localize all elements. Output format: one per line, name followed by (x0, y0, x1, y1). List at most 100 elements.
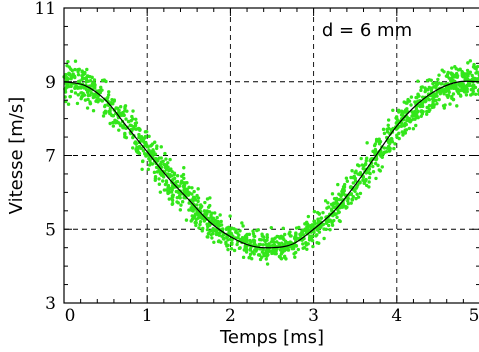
scatter-point (342, 185, 347, 189)
scatter-point (407, 126, 412, 131)
scatter-point (376, 163, 380, 168)
scatter-point (213, 211, 217, 215)
scatter-point (219, 240, 223, 244)
scatter-point (163, 151, 167, 156)
scatter-point (471, 65, 476, 69)
scatter-point (367, 170, 371, 175)
scatter-point (440, 81, 444, 86)
y-tick-label: 7 (45, 147, 56, 167)
scatter-point (178, 208, 183, 212)
scatter-point (378, 169, 383, 173)
scatter-point (313, 222, 317, 226)
y-tick-label: 11 (34, 0, 56, 19)
y-axis-label: Vitesse [m/s] (6, 97, 27, 215)
scatter-point (111, 120, 115, 125)
scatter-point (202, 219, 207, 223)
scatter-point (449, 77, 453, 81)
scatter-point (140, 167, 144, 171)
scatter-point (135, 127, 139, 131)
scatter-point (356, 195, 361, 199)
scatter-point (475, 70, 479, 74)
scatter-point (140, 139, 144, 143)
scatter-point (359, 156, 363, 161)
scatter-point (350, 169, 354, 173)
scatter-point (249, 240, 253, 244)
scatter-point (283, 239, 288, 244)
scatter-point (111, 113, 115, 118)
scatter-point (194, 217, 198, 222)
scatter-point (415, 113, 419, 118)
scatter-point (311, 224, 315, 229)
scatter-point (115, 119, 119, 123)
scatter-point (101, 114, 106, 118)
scatter-point (188, 191, 192, 195)
y-tick-label: 5 (45, 220, 56, 240)
scatter-point (175, 195, 179, 200)
scatter-point (395, 117, 399, 121)
scatter-point (405, 118, 409, 123)
scatter-point (143, 143, 148, 147)
scatter-point (88, 79, 93, 83)
scatter-point (236, 235, 240, 240)
scatter-point (137, 132, 141, 137)
scatter-point (208, 229, 212, 233)
scatter-point (217, 233, 221, 237)
scatter-point (473, 78, 477, 82)
scatter-point (346, 199, 350, 203)
scatter-point (416, 79, 420, 83)
scatter-point (374, 176, 378, 181)
scatter-point (309, 234, 313, 238)
scatter-point (332, 218, 336, 223)
scatter-point (86, 97, 90, 102)
scatter-point (83, 70, 87, 75)
scatter-point (460, 74, 465, 78)
scatter-point (76, 69, 80, 74)
scatter-point (110, 97, 114, 102)
scatter-point (172, 171, 177, 175)
scatter-point (286, 246, 290, 250)
scatter-point (456, 87, 460, 91)
scatter-point (410, 114, 414, 118)
scatter-point (125, 109, 129, 113)
x-tick-label: 0 (65, 306, 76, 326)
scatter-point (271, 244, 275, 248)
scatter-point (314, 234, 318, 238)
fit-curve-line (63, 80, 479, 249)
scatter-point (455, 104, 459, 108)
scatter-point (215, 215, 219, 220)
scatter-point (306, 214, 311, 219)
scatter-point (111, 124, 116, 128)
scatter-point (381, 127, 386, 132)
scatter-point (434, 98, 438, 103)
scatter-point (322, 236, 326, 241)
scatter-point (252, 239, 257, 243)
scatter-point (361, 166, 365, 171)
annotation-label: d = 6 mm (322, 20, 412, 41)
scatter-point (134, 117, 138, 121)
scatter-point (63, 90, 68, 94)
scatter-point (472, 83, 476, 87)
scatter-point (401, 133, 405, 137)
scatter-point (350, 197, 354, 202)
scatter-point (355, 183, 360, 187)
scatter-point (372, 143, 377, 148)
scatter-point (84, 77, 89, 81)
scatter-point (425, 112, 429, 116)
scatter-point (382, 146, 387, 150)
scatter-point (241, 255, 246, 260)
scatter-point (232, 248, 237, 253)
scatter-point (189, 208, 194, 212)
scatter-point (358, 191, 363, 196)
scatter-point (412, 114, 417, 118)
scatter-point (367, 175, 372, 180)
scatter-point (475, 64, 479, 69)
scatter-point (397, 136, 401, 141)
scatter-point (107, 90, 111, 94)
scatter-point (409, 95, 414, 99)
scatter-point (352, 174, 357, 179)
scatter-point (193, 198, 198, 202)
scatter-point (189, 219, 193, 223)
scatter-point (461, 82, 466, 87)
scatter-point (108, 121, 112, 126)
